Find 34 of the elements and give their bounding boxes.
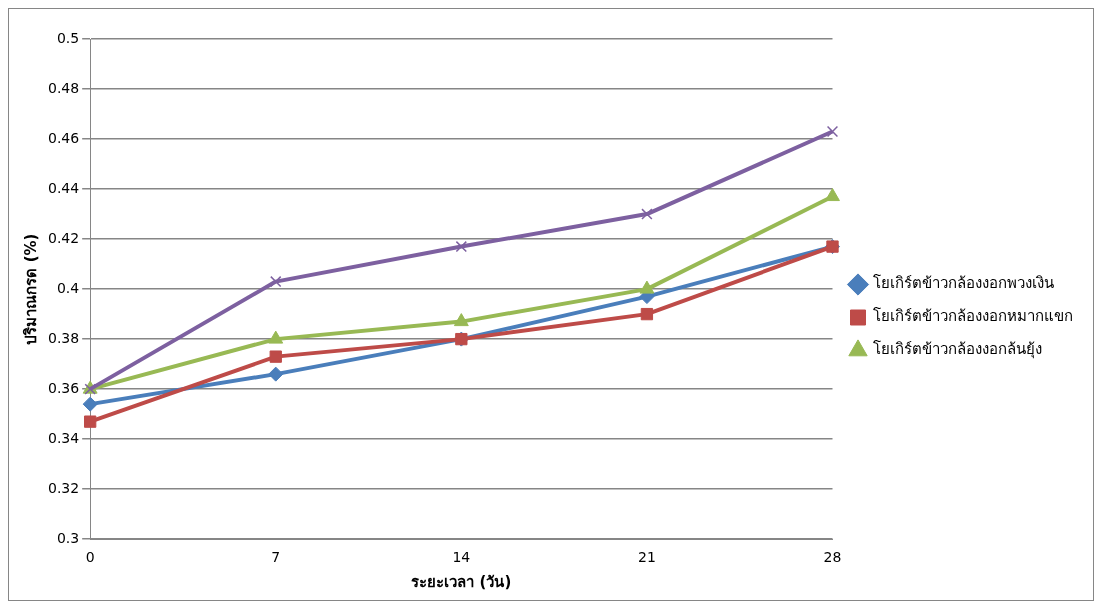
point — [641, 208, 653, 220]
point — [825, 188, 840, 202]
y-tick-label: 0.46 — [48, 129, 80, 146]
x-axis-title: ระยะเวลา (วัน) — [411, 572, 512, 591]
x-tick-label: 21 — [638, 549, 656, 566]
x-tick-label: 14 — [452, 549, 471, 566]
y-tick-label: 0.42 — [48, 229, 80, 246]
y-tick-label: 0.32 — [48, 479, 80, 496]
point — [640, 307, 654, 321]
y-tick-label: 0.4 — [56, 279, 80, 296]
y-tick-label: 0.5 — [56, 29, 80, 46]
y-tick-label: 0.38 — [48, 329, 80, 346]
point — [455, 240, 468, 253]
x-tick-label: 28 — [823, 549, 842, 566]
point — [270, 275, 282, 288]
y-axis-title: ปริมาณกรด (%) — [21, 233, 40, 345]
y-tick-label: 0.3 — [56, 529, 80, 546]
legend-label: โยเกิร์ตข้าวกล้องงอกหมากแขก — [873, 307, 1073, 326]
y-tick-label: 0.34 — [48, 429, 80, 446]
y-tick-label: 0.44 — [48, 179, 80, 196]
point — [84, 415, 97, 428]
point — [269, 350, 282, 363]
x-tick-label: 0 — [85, 549, 95, 566]
point — [268, 366, 284, 382]
y-tick-label: 0.36 — [48, 379, 80, 396]
point — [268, 330, 284, 344]
point — [826, 125, 839, 138]
legend-label: โยเกิร์ตข้าวกล้องงอกล้นยุ้ง — [873, 340, 1042, 360]
x-tick-label: 7 — [271, 549, 281, 566]
point — [453, 313, 469, 327]
legend-label: โยเกิร์ตข้าวกล้องงอกพวงเงิน — [873, 274, 1054, 293]
point — [82, 396, 98, 412]
y-tick-label: 0.48 — [48, 79, 80, 96]
point — [639, 280, 655, 294]
